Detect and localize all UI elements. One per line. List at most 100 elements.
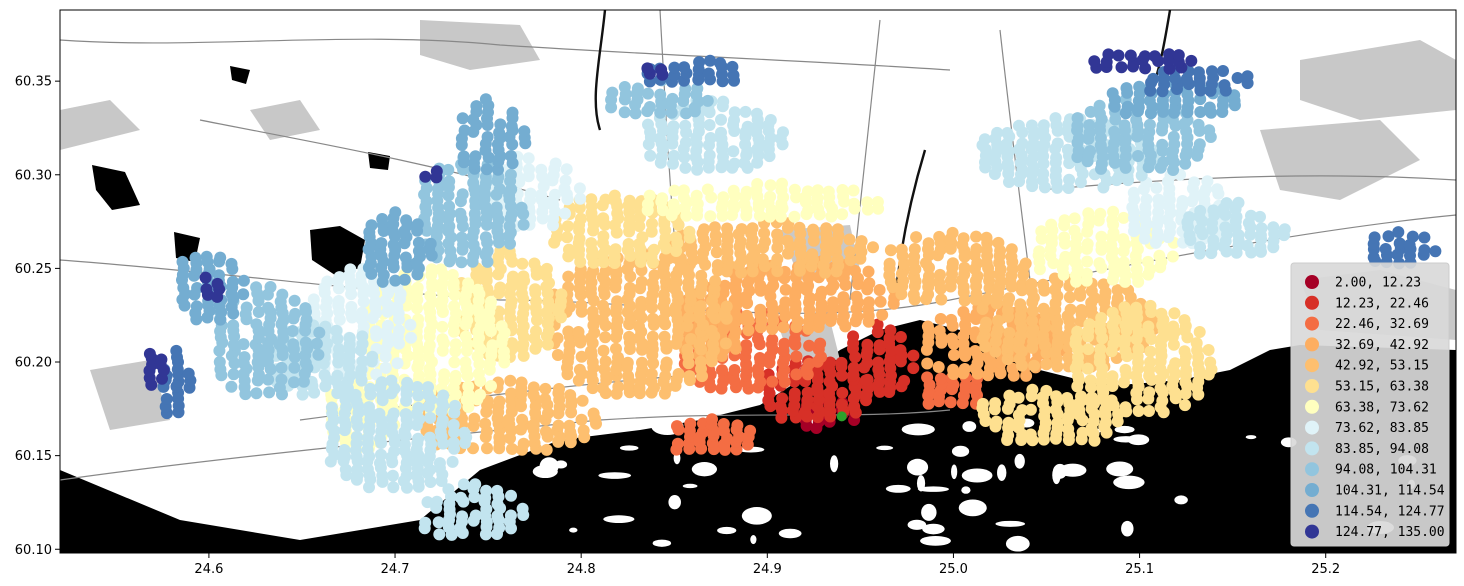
data-point [1157,156,1170,169]
data-point [400,214,413,227]
x-tick-label: 24.6 [194,562,223,577]
data-point [751,107,763,120]
legend-label: 2.00, 12.23 [1335,276,1421,291]
data-point [486,339,499,352]
data-point [740,339,753,352]
data-point [678,151,691,164]
data-point [375,448,387,461]
data-point [264,281,277,293]
island [656,422,665,427]
data-point [1217,65,1229,77]
data-point [670,231,682,244]
data-point [836,184,849,196]
x-axis: 24.6 24.7 24.8 24.9 25.0 25.1 25.2 [194,553,1340,577]
island [1174,495,1188,505]
data-point [921,320,934,333]
data-point [454,207,467,220]
data-point [1094,207,1107,220]
data-point [701,94,714,107]
plot-frame [59,9,1457,554]
data-point [635,275,648,288]
data-point [1106,370,1119,383]
data-point [412,245,425,258]
data-point [1027,304,1039,317]
data-point [350,430,363,443]
data-point [672,368,685,380]
data-point [667,120,680,133]
data-point [776,177,788,190]
data-point [296,388,309,401]
data-point [1232,196,1245,209]
data-point [934,268,946,281]
data-point [631,82,644,95]
island [668,495,681,510]
data-point [681,343,694,356]
data-point [788,210,801,223]
data-point [642,87,654,100]
island [539,457,559,476]
data-point [981,292,994,305]
x-tick-label: 25.2 [1311,562,1340,577]
data-point [1206,65,1218,78]
data-point [199,271,212,284]
data-point [471,283,484,296]
data-point [790,350,803,363]
island [829,455,839,473]
legend-marker [1305,441,1319,456]
island [907,458,929,476]
legend-marker [1305,524,1319,539]
data-point [837,291,850,304]
data-point [695,269,708,282]
data-point [1115,61,1128,74]
data-point [610,342,622,355]
data-point [623,330,636,343]
island [1114,425,1135,434]
data-point [946,226,959,239]
data-point [200,250,213,263]
data-point [771,253,784,266]
data-point [1024,403,1037,416]
island [922,523,945,535]
data-point [331,369,344,382]
island [1014,453,1025,469]
data-point [1169,357,1182,370]
data-point [480,484,493,497]
data-point [449,338,462,351]
data-point [472,367,485,380]
data-point [776,392,789,405]
data-point [694,300,707,313]
data-point [240,301,253,314]
data-point [479,417,492,430]
data-point [863,296,875,309]
data-point [325,401,338,414]
data-point [978,133,991,146]
data-point [612,380,625,393]
data-point [1064,303,1077,316]
data-point [980,231,993,244]
data-point [573,182,586,195]
data-point [1081,362,1094,375]
data-point [1088,55,1101,68]
legend-marker [1305,379,1319,393]
data-point [388,445,401,458]
data-point [667,198,680,211]
data-point [1179,399,1191,412]
data-point [425,263,438,276]
data-point [412,432,425,445]
data-point [516,502,529,515]
data-point [656,192,669,205]
data-point [438,368,451,381]
data-point [1168,307,1181,320]
data-point [412,236,425,249]
data-point [934,372,947,385]
data-point [1121,100,1134,113]
data-point [321,275,334,288]
data-point [744,424,757,437]
data-point [907,362,920,375]
data-point [977,397,989,410]
data-point [1016,404,1029,417]
data-point [766,375,779,388]
data-point [621,356,634,369]
data-point [506,106,519,119]
data-point [449,399,461,412]
